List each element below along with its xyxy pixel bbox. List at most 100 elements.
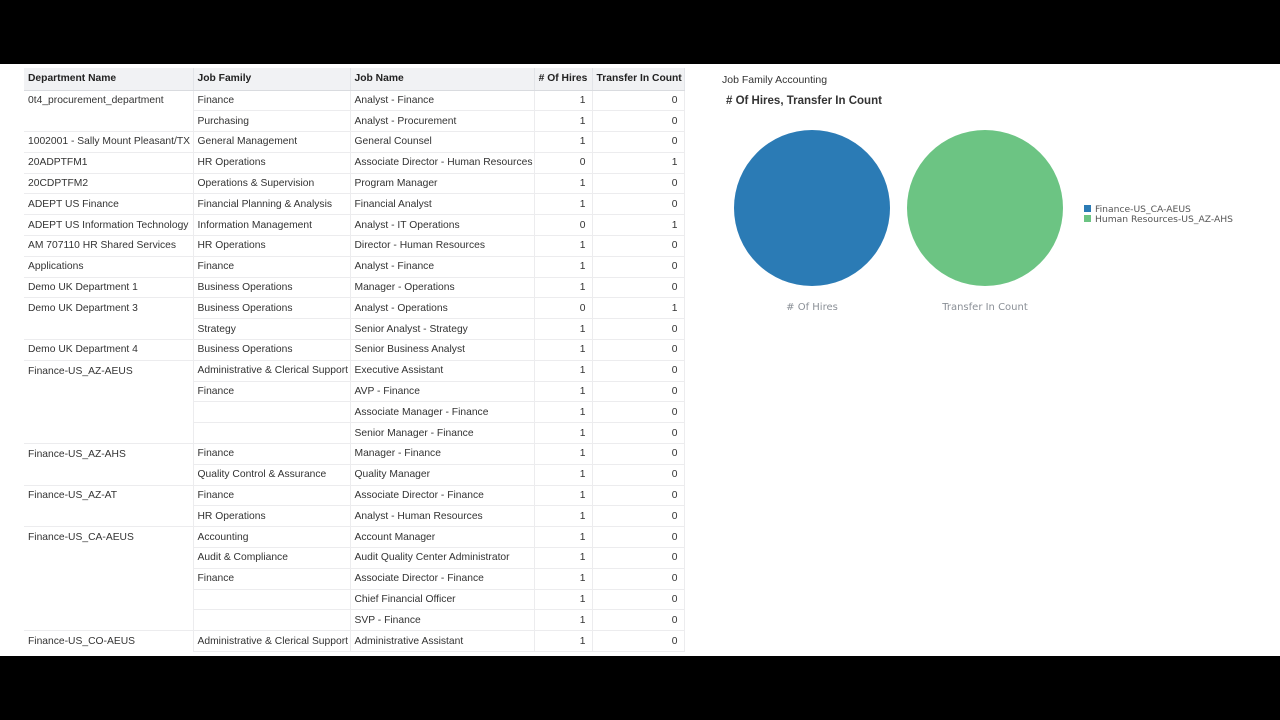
cell-department-name [24, 505, 194, 527]
header-of-hires[interactable]: # Of Hires [534, 68, 593, 91]
table-row: Finance AVP - Finance 1 0 [24, 381, 685, 403]
cell-of-hires: 0 [534, 214, 593, 237]
legend-swatch-human-resources-us-az-ahs [1084, 215, 1091, 222]
pie-label-of-hires: # Of Hires [786, 302, 838, 313]
cell-department-name: ADEPT US Finance [24, 193, 194, 215]
cell-of-hires: 1 [534, 401, 593, 424]
table-row: Finance-US_AZ-AT Finance Associate Directo… [24, 484, 685, 507]
cell-department-name [24, 589, 194, 610]
cell-department-name [24, 568, 194, 590]
cell-job-name: Manager - Finance [350, 443, 535, 465]
hires-table: Department Name Job Family Job Name # Of… [24, 68, 685, 653]
cell-job-name: Senior Manager - Finance [350, 422, 535, 445]
cell-department-name: Demo UK Department 1 [24, 276, 194, 298]
table-row: Audit & Compliance Audit Quality Center A… [24, 547, 685, 569]
cell-transfer-in-count: 0 [592, 110, 685, 133]
cell-transfer-in-count: 1 [592, 152, 685, 174]
table-row: 1002001 - Sally Mount Pleasant/TX General… [24, 131, 685, 153]
cell-job-name: Analyst - Human Resources [350, 505, 535, 528]
cell-job-name: Executive Assistant [350, 360, 535, 382]
cell-job-name: Analyst - Procurement [350, 110, 535, 133]
cell-transfer-in-count: 0 [592, 589, 685, 611]
cell-job-name: Administrative Assistant [350, 630, 535, 653]
cell-job-name: Associate Director - Finance [350, 485, 535, 507]
cell-job-family: Finance [193, 443, 351, 465]
pie-transfer-in-count[interactable] [907, 130, 1063, 286]
cell-of-hires: 1 [534, 90, 593, 112]
table-row: Finance-US_AZ-AHS Finance Manager - Financ… [24, 443, 685, 465]
cell-job-family: Administrative & Clerical Support [193, 630, 351, 653]
cell-transfer-in-count: 0 [592, 90, 685, 112]
table-row: ADEPT US Finance Financial Planning & Ana… [24, 193, 685, 216]
cell-job-family: Administrative & Clerical Support [193, 360, 351, 382]
cell-of-hires: 1 [534, 381, 593, 403]
cell-job-name: Account Manager [350, 526, 535, 549]
table-row: Finance-US_AZ-AEUS Administrative & Cleri… [24, 359, 685, 382]
cell-of-hires: 1 [534, 609, 593, 632]
header-transfer-in-count[interactable]: Transfer In Count [592, 68, 685, 91]
cell-department-name: Finance-US_AZ-AEUS [24, 359, 194, 382]
header-job-name[interactable]: Job Name [350, 68, 535, 91]
cell-job-family: Information Management [193, 214, 351, 237]
cell-transfer-in-count: 1 [592, 214, 685, 237]
cell-job-family: Finance [193, 90, 351, 112]
cell-of-hires: 1 [534, 422, 593, 445]
cell-job-family: Finance [193, 256, 351, 278]
cell-transfer-in-count: 0 [592, 568, 685, 590]
legend-label-finance-us-ca-aeus[interactable]: Finance-US_CA-AEUS [1095, 204, 1191, 215]
cell-transfer-in-count: 0 [592, 485, 685, 507]
pie-of-hires[interactable] [734, 130, 890, 286]
cell-job-family [193, 401, 351, 424]
pie-label-transfer-in-count: Transfer In Count [941, 302, 1028, 313]
cell-job-name: Analyst - IT Operations [350, 214, 535, 237]
cell-job-name: Program Manager [350, 173, 535, 195]
table-header-row: Department Name Job Family Job Name # Of… [24, 68, 685, 91]
job-family-filter-label: Job Family Accounting [722, 74, 828, 86]
cell-department-name [24, 547, 194, 569]
cell-job-name: Chief Financial Officer [350, 589, 535, 611]
cell-department-name: 20ADPTFM1 [24, 151, 194, 174]
cell-job-family [193, 609, 351, 632]
table-row: Finance-US_CO-AEUS Administrative & Cleri… [24, 630, 685, 653]
header-department-name[interactable]: Department Name [24, 68, 194, 91]
cell-of-hires: 1 [534, 193, 593, 216]
cell-of-hires: 1 [534, 568, 593, 590]
cell-transfer-in-count: 0 [592, 401, 685, 424]
table-row: AM 707110 HR Shared Services HR Operation… [24, 235, 685, 257]
legend-label-human-resources-us-az-ahs[interactable]: Human Resources-US_AZ-AHS [1095, 214, 1233, 225]
cell-department-name [24, 401, 194, 423]
cell-job-name: AVP - Finance [350, 381, 535, 403]
table-row: 20CDPTFM2 Operations & Supervision Program… [24, 172, 685, 195]
cell-job-name: Senior Analyst - Strategy [350, 318, 535, 341]
cell-department-name: AM 707110 HR Shared Services [24, 235, 194, 257]
cell-job-name: Analyst - Finance [350, 256, 535, 278]
cell-department-name [24, 110, 194, 132]
cell-job-name: Associate Manager - Finance [350, 401, 535, 424]
table-row: Demo UK Department 1 Business Operations M… [24, 276, 685, 299]
cell-transfer-in-count: 0 [592, 131, 685, 153]
table-row: Finance-US_CA-AEUS Accounting Account Mana… [24, 526, 685, 549]
table-row: Purchasing Analyst - Procurement 1 0 [24, 110, 685, 133]
table-row: 20ADPTFM1 HR Operations Associate Director… [24, 151, 685, 174]
cell-job-family: Finance [193, 485, 351, 507]
table-row: Finance Associate Director - Finance 1 0 [24, 568, 685, 590]
cell-of-hires: 1 [534, 547, 593, 569]
cell-transfer-in-count: 0 [592, 235, 685, 257]
cell-of-hires: 1 [534, 485, 593, 507]
report-canvas: Department Name Job Family Job Name # Of… [0, 64, 1280, 656]
cell-job-name: Analyst - Finance [350, 90, 535, 112]
cell-department-name: Finance-US_AZ-AT [24, 484, 194, 506]
cell-job-family: Quality Control & Assurance [193, 464, 351, 486]
cell-transfer-in-count: 0 [592, 173, 685, 195]
cell-job-family: Business Operations [193, 277, 351, 299]
cell-transfer-in-count: 0 [592, 381, 685, 403]
table-body: 0t4_procurement_department Finance Analyst… [24, 89, 685, 653]
table-row: Strategy Senior Analyst - Strategy 1 0 [24, 318, 685, 341]
cell-department-name [24, 609, 194, 631]
header-job-family[interactable]: Job Family [193, 68, 351, 91]
cell-of-hires: 1 [534, 131, 593, 153]
cell-of-hires: 1 [534, 110, 593, 133]
cell-department-name: Finance-US_CA-AEUS [24, 526, 194, 548]
table-row: SVP - Finance 1 0 [24, 609, 685, 632]
cell-job-family [193, 589, 351, 611]
